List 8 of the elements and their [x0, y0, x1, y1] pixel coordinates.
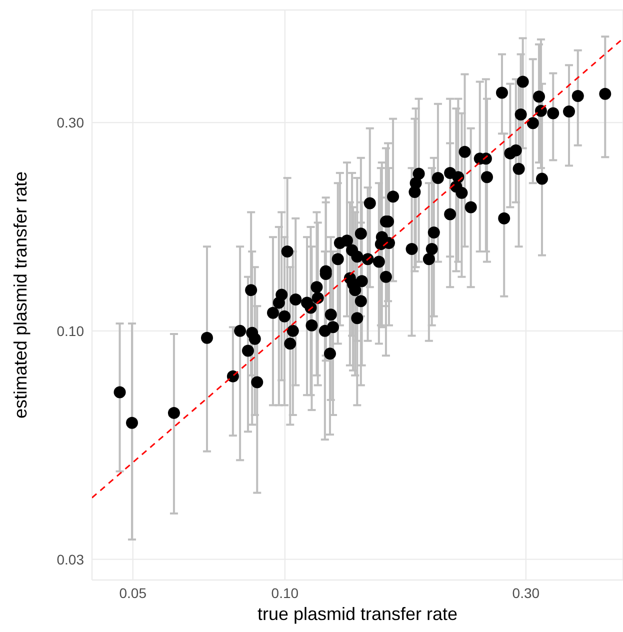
y-axis-title: estimated plasmid transfer rate [10, 171, 30, 419]
y-tick-label: 0.30 [56, 114, 84, 131]
x-tick-label: 0.10 [271, 584, 299, 601]
x-tick-label: 0.30 [512, 584, 540, 601]
x-axis-title: true plasmid transfer rate [257, 604, 458, 624]
x-tick-label: 0.05 [119, 584, 147, 601]
y-tick-label: 0.03 [56, 551, 84, 568]
y-tick-label: 0.10 [56, 322, 84, 339]
